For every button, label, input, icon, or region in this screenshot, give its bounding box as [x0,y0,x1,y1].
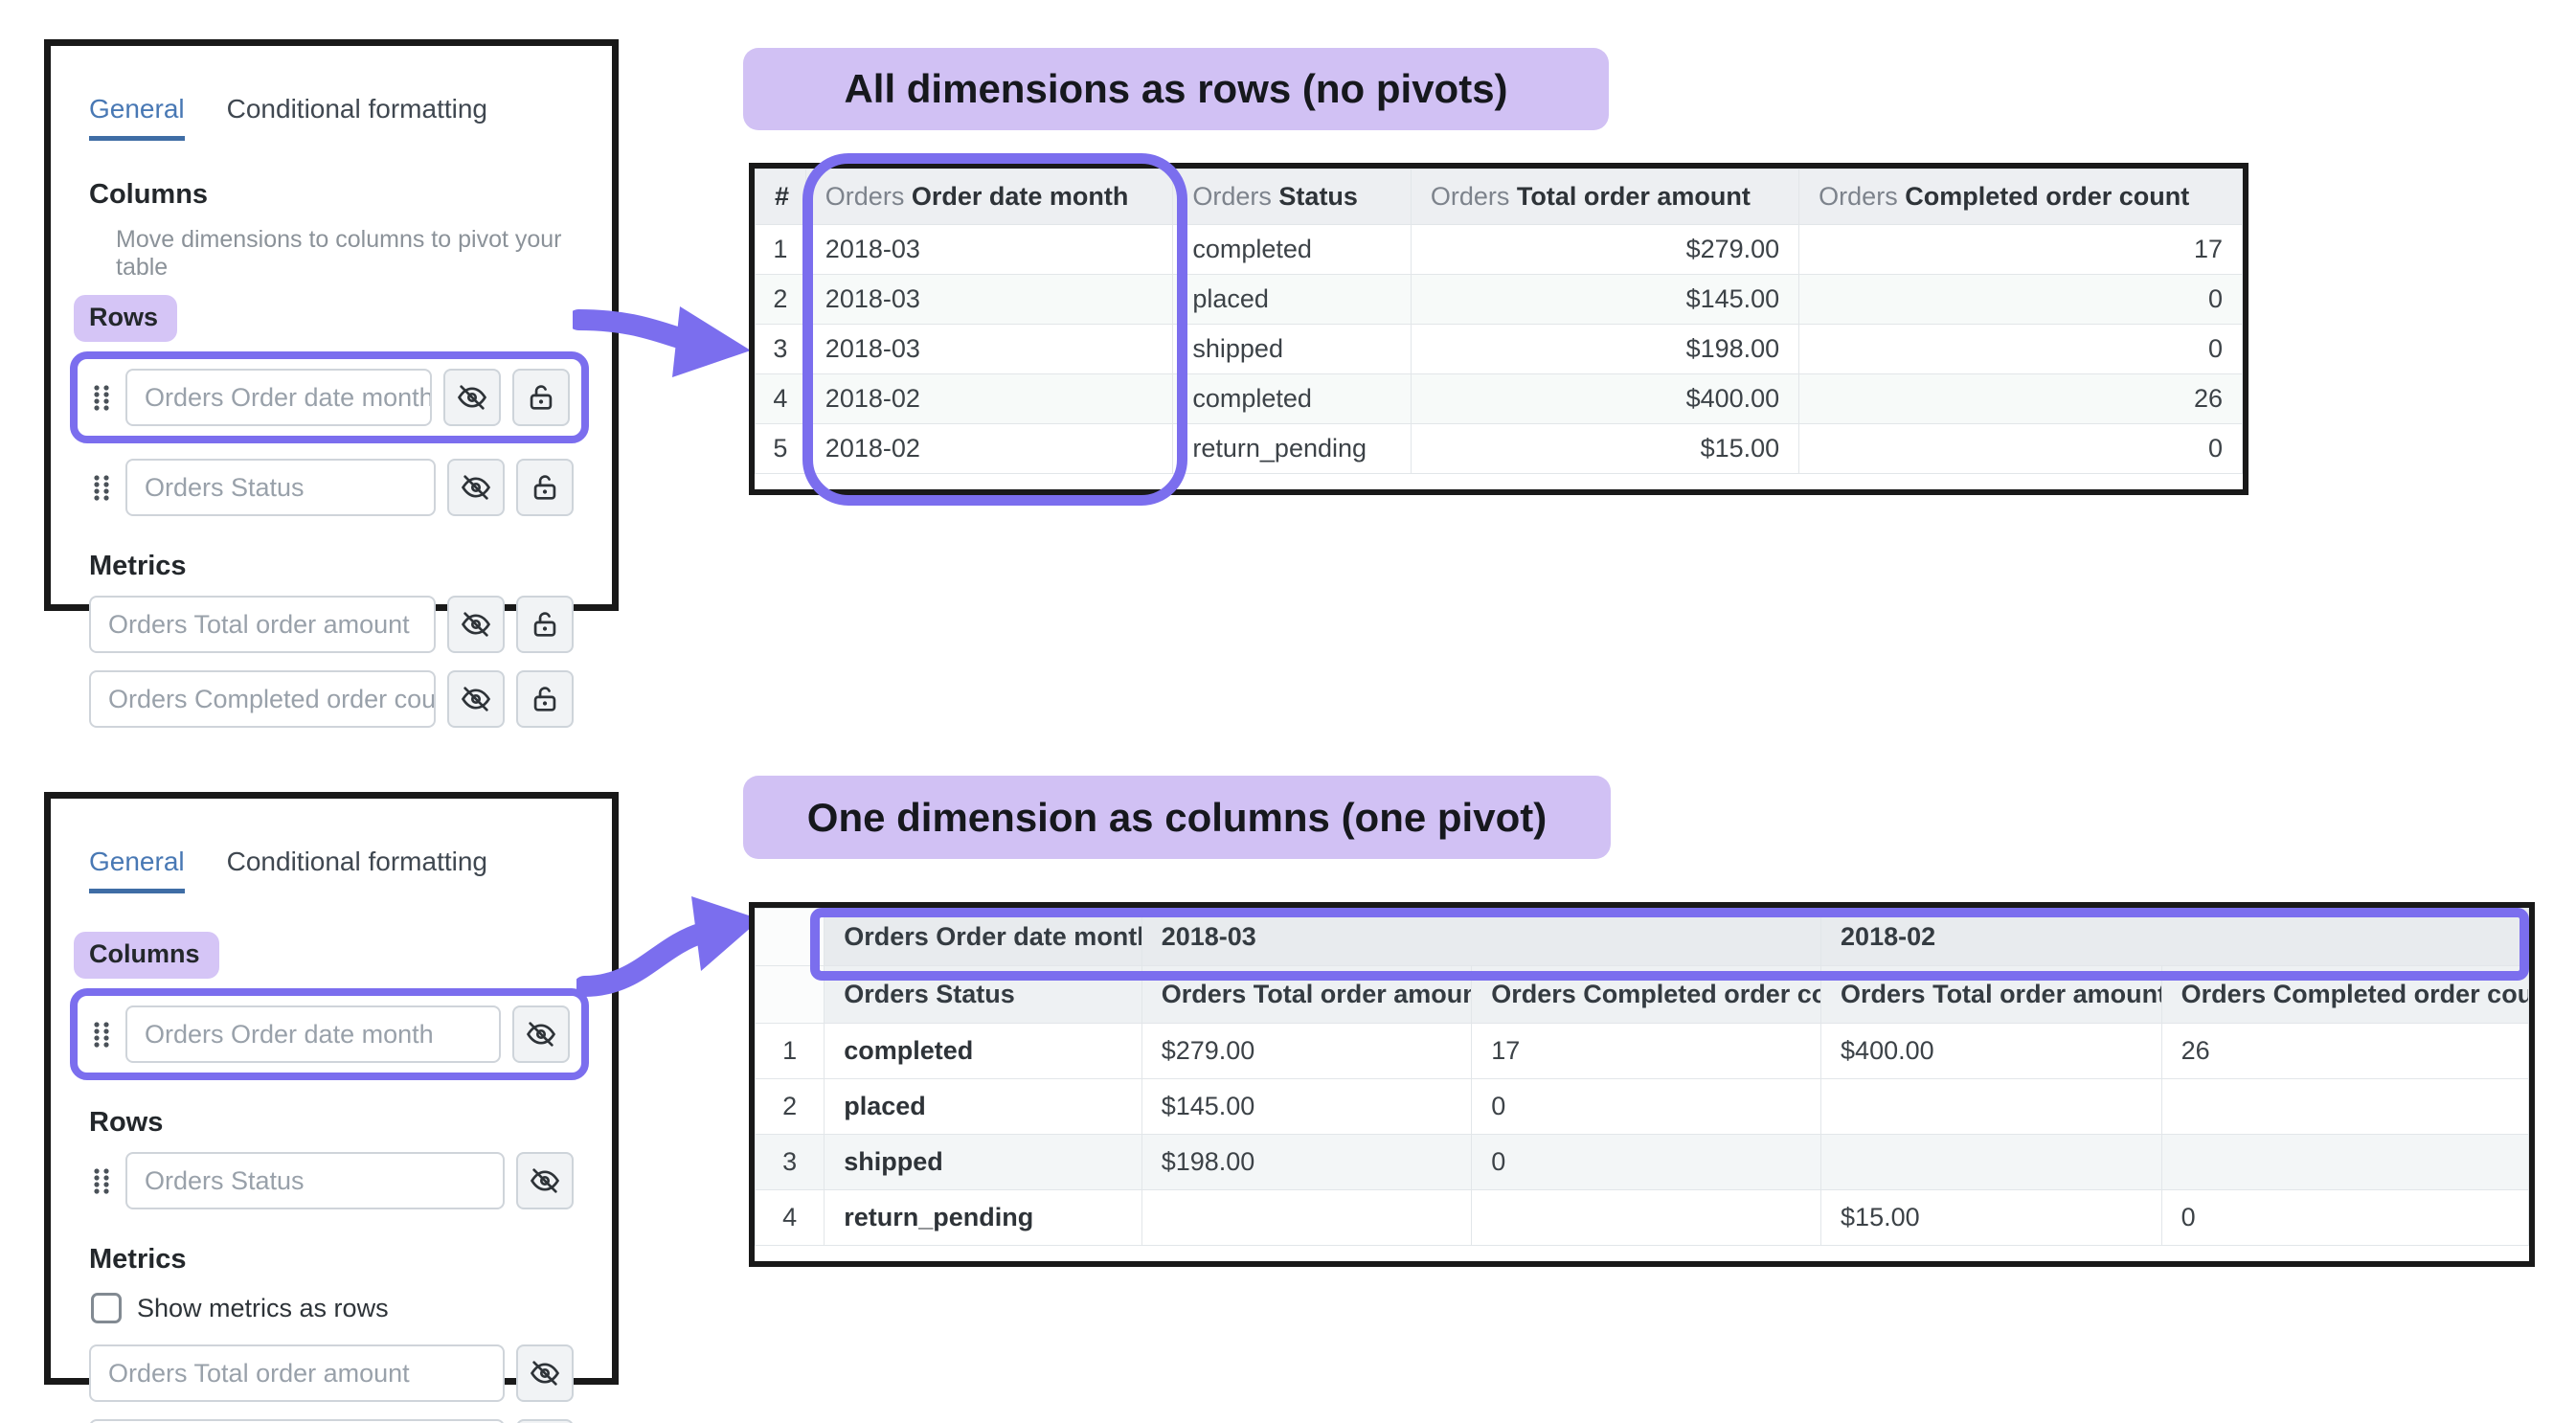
pivot-header-row: Orders Order date month 2018-03 2018-02 [754,908,2529,966]
metric-field-total-order-amount[interactable]: Orders Total order amount [89,1344,574,1402]
table-row: 4 2018-02 completed $400.00 26 [755,373,2243,424]
freeze-field-button[interactable] [516,596,574,653]
tab-general[interactable]: General [89,94,185,141]
row-field-order-date-month[interactable]: Orders Order date month [89,369,570,426]
eye-off-icon [462,475,490,500]
hide-field-button[interactable] [447,596,505,653]
checkbox-label: Show metrics as rows [137,1293,389,1322]
show-metrics-as-rows-option[interactable]: Show metrics as rows [91,1293,574,1323]
eye-off-icon [462,612,490,637]
field-pill[interactable]: Orders Total order amount [89,1344,505,1402]
annotation-title-one-pivot: One dimension as columns (one pivot) [743,776,1611,859]
column-header-completed-order-count[interactable]: Orders Completed order count [2160,965,2530,1024]
column-header-total-order-amount[interactable]: Orders Total order amount [1141,965,1473,1024]
metric-field-total-order-amount[interactable]: Orders Total order amount [89,596,574,653]
pivot-group-2018-03[interactable]: 2018-03 [1141,908,1822,966]
lock-open-icon [530,385,553,410]
lock-open-icon [533,612,556,637]
field-pill[interactable]: Orders Completed order count [89,1419,505,1423]
hide-field-button[interactable] [516,1344,574,1402]
table-footer-strip [755,474,2243,489]
annotation-highlight-box: Orders Order date month [70,351,589,443]
table-config-panel-no-pivot: General Conditional formatting Columns M… [44,39,619,728]
column-header-status[interactable]: Orders Status [824,965,1142,1024]
tab-conditional-formatting[interactable]: Conditional formatting [226,847,487,876]
column-header-index[interactable]: # [755,169,806,225]
blank-cell [754,965,825,1024]
drag-handle-icon[interactable] [89,1020,114,1049]
metric-field-completed-order-count[interactable]: Orders Completed order count [89,670,574,728]
column-header-total-order-amount[interactable]: Orders Total order amount [1410,169,1800,225]
row-field-status[interactable]: Orders Status [89,1152,574,1209]
field-pill[interactable]: Orders Order date month [125,369,432,426]
columns-heading-highlighted: Columns [74,932,219,979]
table-row: 3 shipped $198.00 0 [754,1134,2530,1190]
annotation-title-no-pivots: All dimensions as rows (no pivots) [743,48,1609,130]
table-footer-strip [755,1246,2529,1261]
pivot-dimension-label[interactable]: Orders Order date month [824,908,1142,966]
table-row: 2 placed $145.00 0 [754,1078,2530,1135]
hide-field-button[interactable] [447,670,505,728]
column-header-status[interactable]: Orders Status [1172,169,1412,225]
tab-general[interactable]: General [89,847,185,893]
field-pill[interactable]: Orders Status [125,1152,505,1209]
drag-handle-icon[interactable] [89,473,114,502]
blank-cell [754,908,825,966]
results-table-no-pivot: # Orders Order date month Orders Status … [749,153,2248,506]
eye-off-icon [462,687,490,712]
drag-handle-icon[interactable] [89,1166,114,1195]
column-header-completed-order-count[interactable]: Orders Completed order count [1471,965,1822,1024]
eye-off-icon [527,1022,555,1047]
column-field-order-date-month[interactable]: Orders Order date month [89,1005,570,1063]
pivot-group-2018-02[interactable]: 2018-02 [1820,908,2529,966]
rows-heading: Rows [89,1107,164,1138]
hide-field-button[interactable] [516,1152,574,1209]
table-row: 1 2018-03 completed $279.00 17 [755,224,2243,275]
metrics-heading: Metrics [89,1244,187,1275]
eye-off-icon [531,1168,559,1193]
table-row: 2 2018-03 placed $145.00 0 [755,274,2243,325]
hide-field-button[interactable] [516,1419,574,1423]
hide-field-button[interactable] [443,369,501,426]
columns-helper-text: Move dimensions to columns to pivot your… [116,226,562,281]
column-header-order-date-month[interactable]: Orders Order date month [804,169,1174,225]
columns-heading: Columns [89,179,209,210]
metrics-heading: Metrics [89,551,187,581]
results-table-one-pivot: Orders Order date month 2018-03 2018-02 … [749,902,2535,1267]
tab-conditional-formatting[interactable]: Conditional formatting [226,94,487,124]
field-pill[interactable]: Orders Status [125,459,436,516]
lock-open-icon [533,475,556,500]
table-row: 1 completed $279.00 17 $400.00 26 [754,1023,2530,1079]
field-pill[interactable]: Orders Order date month [125,1005,501,1063]
table-row: 3 2018-03 shipped $198.00 0 [755,324,2243,374]
table-config-panel-one-pivot: General Conditional formatting Columns O… [44,792,619,1423]
column-header-total-order-amount[interactable]: Orders Total order amount [1820,965,2162,1024]
rows-heading-highlighted: Rows [74,295,178,342]
freeze-field-button[interactable] [516,459,574,516]
hide-field-button[interactable] [447,459,505,516]
freeze-field-button[interactable] [516,670,574,728]
sub-header-row: Orders Status Orders Total order amount … [754,965,2530,1024]
metric-field-completed-order-count[interactable]: Orders Completed order count [89,1419,574,1423]
table-row: 5 2018-02 return_pending $15.00 0 [755,423,2243,474]
config-tabs: General Conditional formatting [89,94,574,141]
lock-open-icon [533,687,556,712]
hide-field-button[interactable] [512,1005,570,1063]
field-pill[interactable]: Orders Total order amount [89,596,436,653]
freeze-field-button[interactable] [512,369,570,426]
eye-off-icon [458,385,486,410]
column-header-completed-order-count[interactable]: Orders Completed order count [1798,169,2243,225]
checkbox-unchecked-icon[interactable] [91,1293,122,1323]
config-tabs: General Conditional formatting [89,847,574,893]
field-pill[interactable]: Orders Completed order count [89,670,436,728]
row-field-status[interactable]: Orders Status [89,459,574,516]
table-row: 4 return_pending $15.00 0 [754,1189,2530,1246]
annotation-highlight-box: Orders Order date month [70,988,589,1080]
drag-handle-icon[interactable] [89,383,114,412]
eye-off-icon [531,1361,559,1386]
header-row: # Orders Order date month Orders Status … [755,169,2243,225]
